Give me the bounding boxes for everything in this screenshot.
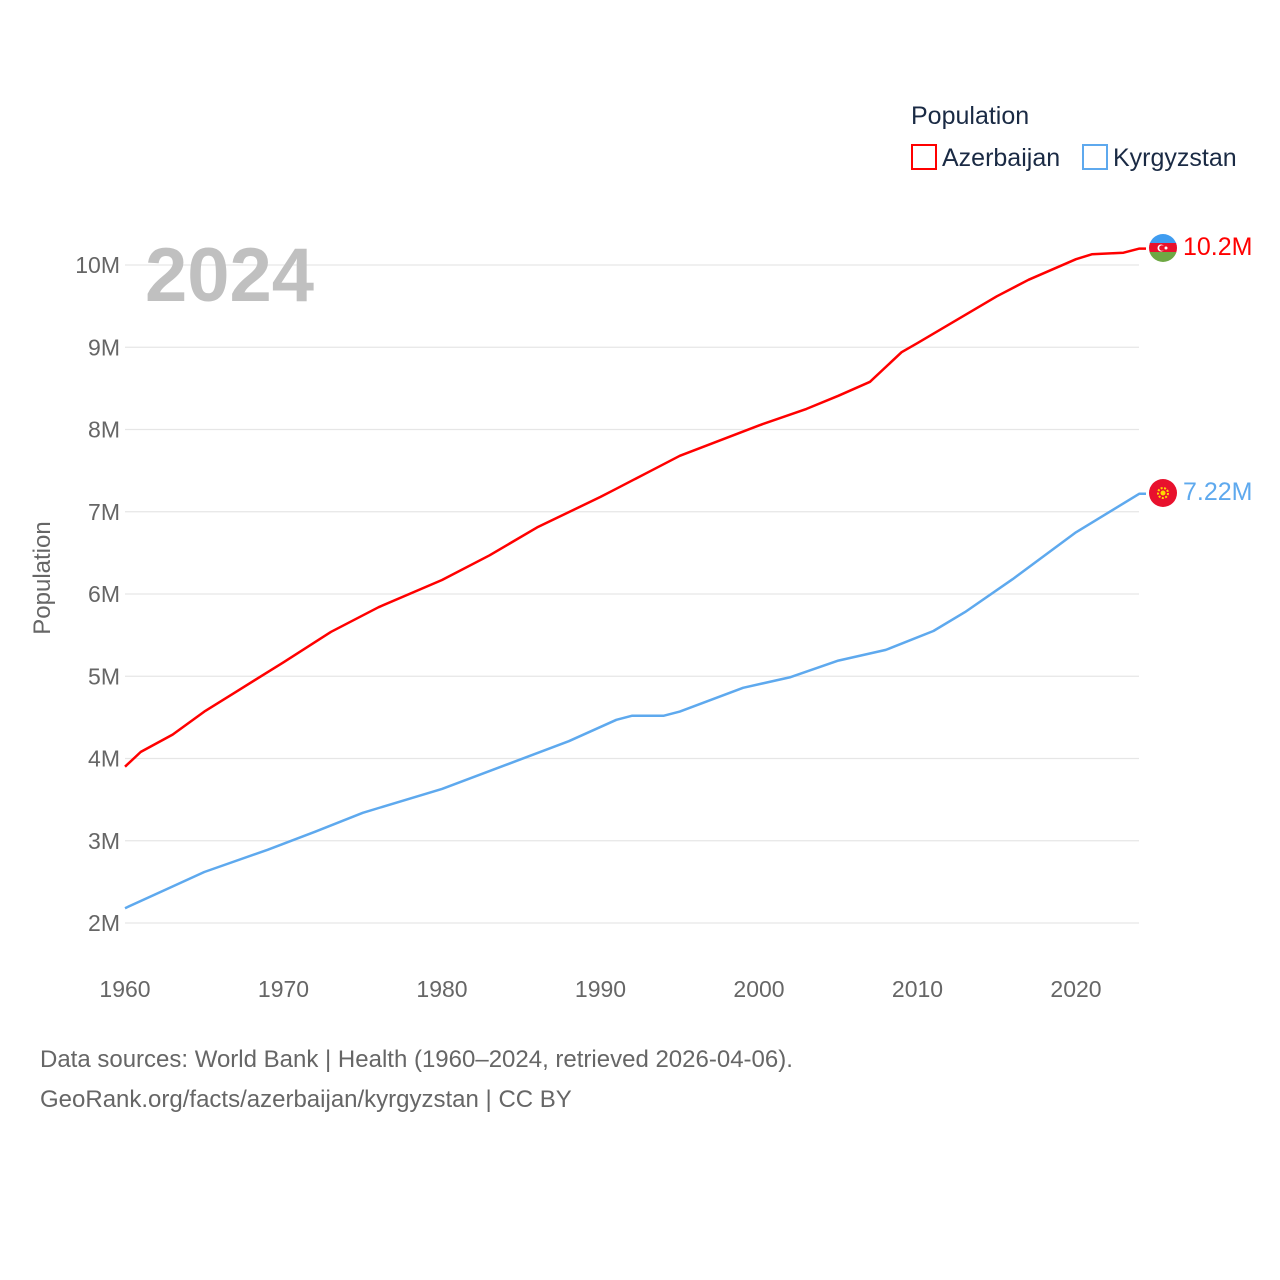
x-tick-label: 1960 (99, 976, 150, 1002)
y-tick-label: 9M (88, 334, 120, 360)
x-tick-label: 1980 (416, 976, 467, 1002)
legend-swatch-azerbaijan[interactable] (911, 144, 937, 170)
y-axis-ticks: 2M 3M 4M 5M 6M 7M 8M 9M 10M (75, 252, 120, 936)
legend-label-kyrgyzstan[interactable]: Kyrgyzstan (1113, 144, 1237, 172)
kyrgyzstan-flag-icon (1149, 479, 1177, 507)
y-tick-label: 5M (88, 663, 120, 689)
series-lines (124, 247, 1146, 910)
y-tick-label: 10M (75, 252, 120, 278)
y-tick-label: 4M (88, 746, 120, 772)
legend-title: Population (911, 102, 1029, 130)
x-tick-label: 1970 (258, 976, 309, 1002)
y-tick-label: 7M (88, 499, 120, 525)
end-label-kyrgyzstan: 7.22M (1183, 478, 1252, 506)
x-tick-label: 2000 (733, 976, 784, 1002)
grid (125, 264, 1139, 924)
legend: Population Azerbaijan Kyrgyzstan (911, 102, 1237, 172)
source-line: Data sources: World Bank | Health (1960–… (40, 1046, 793, 1073)
end-label-azerbaijan: 10.2M (1183, 233, 1252, 261)
y-tick-label: 3M (88, 828, 120, 854)
x-axis-ticks: 1960 1970 1980 1990 2000 2010 2020 (99, 976, 1101, 1002)
x-tick-label: 2010 (892, 976, 943, 1002)
y-tick-label: 6M (88, 581, 120, 607)
legend-swatch-kyrgyzstan[interactable] (1082, 144, 1108, 170)
y-axis-label: Population (29, 521, 56, 634)
series-line-kyrgyzstan[interactable] (124, 492, 1146, 910)
year-watermark: 2024 (145, 233, 314, 318)
azerbaijan-flag-icon (1149, 234, 1177, 262)
y-tick-label: 2M (88, 910, 120, 936)
series-line-azerbaijan[interactable] (124, 247, 1146, 768)
x-tick-label: 1990 (575, 976, 626, 1002)
attribution-line[interactable]: GeoRank.org/facts/azerbaijan/kyrgyzstan … (40, 1086, 572, 1113)
y-tick-label: 8M (88, 417, 120, 443)
x-tick-label: 2020 (1050, 976, 1101, 1002)
legend-label-azerbaijan[interactable]: Azerbaijan (942, 144, 1060, 172)
